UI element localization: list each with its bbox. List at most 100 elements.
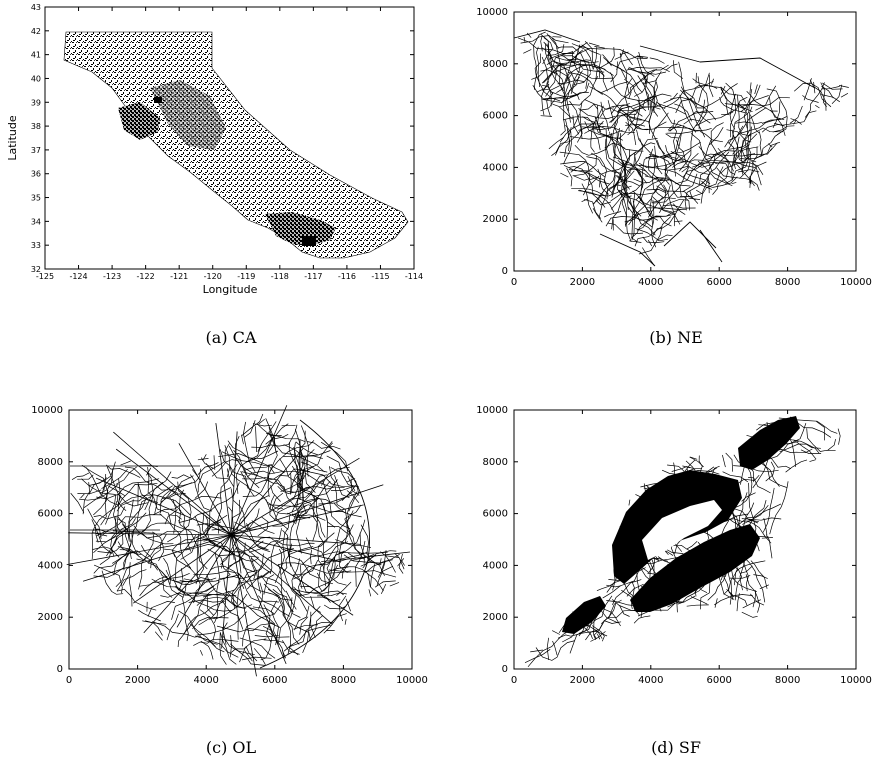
road-segment [673,60,684,79]
road-segment [699,146,742,185]
dense-spot [154,97,162,103]
road-segment [755,85,777,111]
road-segment [566,70,583,111]
road-segment [758,131,763,155]
road-segment [379,558,385,576]
road-segment [144,481,164,511]
road-segment [621,170,635,198]
road-segment [295,511,307,554]
road-segment [374,580,396,588]
road-segment [552,640,558,656]
road-segment [727,142,735,181]
road-segment [682,465,690,469]
road-segment [230,638,267,653]
road-segment [769,142,778,152]
road-segment [370,563,376,588]
x-tick-label: 4000 [193,675,218,686]
road-segment [240,471,284,509]
road-segment [530,649,543,653]
road-segment [190,474,213,512]
road-segment [618,189,636,216]
road-segment [258,553,264,580]
x-tick-label: -124 [69,272,87,281]
road-segment [333,482,352,535]
axis-ticks: -125 -124 -123 -122 -121 -120 -119 -118 -117 -116… [31,3,423,281]
road-segment [244,420,256,438]
dense-region [630,524,760,612]
y-tick-label: 41 [31,51,41,60]
road-segment [739,146,759,152]
y-tick-label: 2000 [38,612,63,623]
road-segment [269,537,289,574]
road-segment [789,105,803,124]
dense-region [738,416,800,470]
road-segment [189,623,216,647]
road-segment [285,590,297,610]
road-segment [651,196,681,225]
road-segment [692,162,736,175]
road-segment [394,553,405,570]
road-segment [554,127,572,156]
road-segment [698,146,714,159]
road-segment [667,119,675,131]
road-segment [279,458,317,502]
road-segment [272,588,301,618]
road-segment [720,160,756,168]
road-segment [99,537,118,565]
road-segment [242,548,294,582]
x-tick-label: 6000 [706,277,731,288]
road-segment [748,477,771,494]
road-segment [555,59,591,76]
road-segment [619,52,628,80]
road-segment [661,198,689,211]
road-segment [804,82,825,118]
road-segment [720,85,726,95]
road-segment [364,559,393,574]
road-segment [323,541,338,554]
road-segment [793,82,832,108]
road-segment [162,493,186,500]
road-segment [152,621,218,645]
road-segment [736,593,740,612]
road-segment [695,96,748,127]
road-segment [534,53,561,102]
road-segment [93,552,130,578]
y-tick-label: 37 [31,146,41,155]
road-segment [192,593,248,630]
road-segment [113,561,118,576]
y-tick-label: 38 [31,122,41,131]
road-segment [590,631,606,642]
road-segment [543,37,553,49]
road-segment [563,164,610,195]
road-segment [754,130,784,160]
y-axis-label: Latitude [6,115,19,161]
road-segment [71,472,90,480]
road-segment [686,173,711,185]
road-segment [734,121,763,125]
road-segment [310,611,316,638]
road-segment [663,92,678,104]
road-segment [710,122,735,172]
x-tick-label: -125 [36,272,54,281]
road-segment [128,499,134,537]
road-segment [732,89,753,140]
road-segment [616,146,632,198]
road-segment [302,470,353,488]
road-segment [532,85,577,100]
road-segment [578,190,615,213]
road-segment [274,503,299,521]
road-segment [572,115,580,135]
road-segment [628,168,647,172]
x-tick-label: 4000 [638,277,663,288]
road-segment [563,124,572,165]
road-segment [178,568,184,591]
road-segment [636,55,649,58]
road-segment [344,504,362,519]
road-segment [82,534,232,582]
road-segment [243,421,256,473]
y-tick-label: 39 [31,98,41,107]
road-segment [569,92,589,97]
x-tick-label: -118 [271,272,289,281]
y-tick-label: 8000 [483,457,508,468]
road-segment [612,109,669,131]
